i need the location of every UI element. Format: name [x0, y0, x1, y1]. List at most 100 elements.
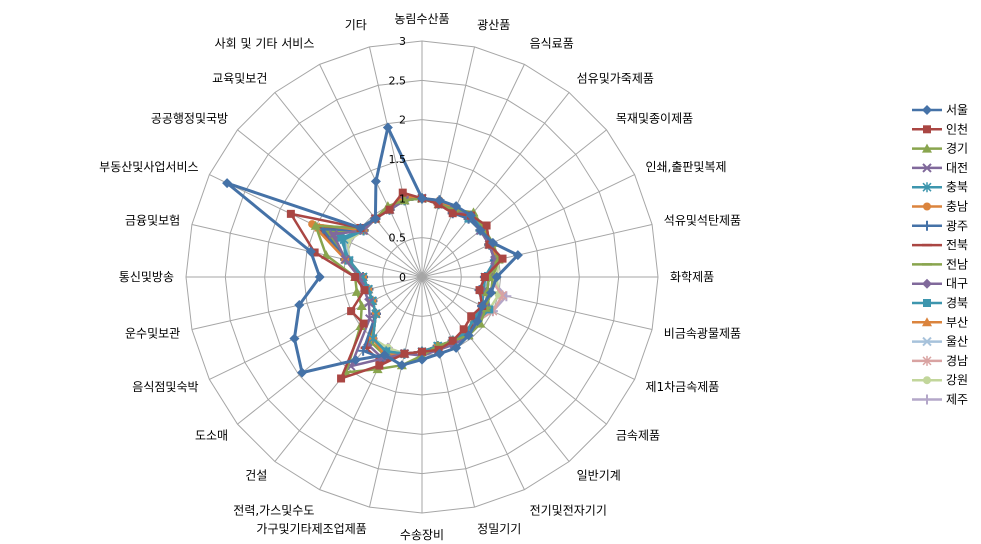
grid-spoke	[421, 276, 476, 508]
legend-item[interactable]: 대전	[912, 161, 968, 175]
legend-item[interactable]: 제주	[912, 393, 968, 407]
data-point	[922, 355, 932, 366]
grid-spoke	[421, 276, 525, 490]
data-point	[472, 316, 483, 327]
data-point	[922, 278, 932, 289]
data-point	[923, 299, 931, 307]
data-point	[370, 176, 381, 187]
data-point	[922, 163, 932, 173]
category-label: 정밀기기	[477, 522, 521, 536]
category-labels: 농림수산품 광산품음식료품섬유및가죽제품목재및종이제품인쇄,출판및복제석유및석탄제…	[99, 12, 741, 542]
data-point	[337, 374, 346, 383]
tick-label: 2.5	[389, 74, 407, 87]
category-label: 석유및석탄제품	[664, 213, 741, 227]
data-point	[399, 195, 410, 205]
category-label: 농림수산품	[394, 12, 449, 26]
legend-item[interactable]: 경남	[912, 354, 968, 368]
category-label: 전력,가스및수도	[233, 503, 314, 517]
data-point	[466, 210, 477, 221]
grid-spoke	[191, 276, 423, 331]
data-point	[491, 272, 502, 282]
data-point	[417, 354, 427, 365]
tick-label: 1.5	[389, 153, 407, 166]
data-point	[340, 254, 351, 265]
legend-label: 충남	[946, 200, 968, 214]
data-point	[351, 286, 362, 296]
tick-label: 0	[399, 271, 406, 284]
legend-label: 광주	[946, 219, 968, 233]
data-point	[375, 361, 384, 370]
category-label: 교육및보건	[212, 71, 267, 85]
data-point	[222, 178, 233, 189]
legend-item[interactable]: 울산	[912, 335, 968, 349]
legend-item[interactable]: 부산	[912, 315, 968, 329]
data-point	[498, 254, 507, 263]
data-point	[347, 307, 356, 316]
category-label: 일반기계	[577, 469, 621, 483]
grid-spoke	[237, 129, 423, 278]
category-label: 화학제품	[670, 270, 714, 284]
data-point	[451, 342, 462, 353]
legend-label: 서울	[946, 103, 968, 117]
legend-item[interactable]: 광주	[912, 219, 968, 233]
data-point	[289, 333, 300, 344]
data-point	[382, 122, 393, 133]
data-point	[359, 319, 368, 328]
category-label: 광산품	[477, 18, 510, 32]
data-point	[396, 360, 407, 371]
grid-spoke	[421, 276, 607, 425]
legend-item[interactable]: 서울	[912, 103, 968, 117]
grid-spoke	[319, 276, 423, 490]
legend-item[interactable]: 충남	[912, 200, 968, 214]
data-point	[379, 349, 390, 360]
legend-item[interactable]: 충북	[912, 180, 968, 194]
legend-item[interactable]: 인천	[912, 121, 968, 136]
grid-spoke	[274, 92, 423, 278]
category-label: 음식점및숙박	[132, 380, 198, 394]
grid-spoke	[421, 223, 653, 278]
data-point	[339, 234, 349, 245]
legend-label: 울산	[946, 335, 968, 349]
legend-item[interactable]: 대구	[912, 277, 968, 291]
data-point	[497, 290, 508, 301]
grid-spoke	[209, 276, 423, 380]
data-point	[310, 220, 321, 230]
grid-spoke	[319, 64, 423, 278]
legend-label: 부산	[946, 315, 968, 329]
legend-item[interactable]: 강원	[912, 373, 968, 387]
category-label: 기타	[345, 18, 367, 32]
data-point	[297, 367, 308, 378]
data-point	[923, 125, 931, 134]
category-label: 섬유및가죽제품	[577, 71, 654, 85]
grid-spoke	[421, 46, 476, 278]
data-point	[364, 297, 374, 308]
grid-spoke	[421, 64, 525, 278]
data-point	[448, 209, 457, 218]
data-point	[336, 233, 345, 242]
tick-label: 3	[399, 35, 406, 48]
tick-label: 0.5	[389, 232, 407, 245]
data-point	[463, 330, 474, 341]
grid-spoke	[421, 174, 635, 278]
category-label: 인쇄,출판및복제	[645, 160, 726, 174]
grid-spoke	[421, 276, 635, 380]
data-point	[417, 193, 427, 204]
data-point	[356, 301, 367, 311]
legend-label: 제주	[946, 393, 968, 407]
data-point	[434, 348, 445, 359]
category-label: 수송장비	[400, 528, 444, 542]
legend-item[interactable]: 경북	[912, 296, 968, 310]
data-point	[305, 246, 316, 257]
category-label: 건설	[245, 469, 267, 483]
data-point	[368, 333, 378, 344]
legend-label: 대전	[946, 161, 968, 175]
data-point	[370, 213, 381, 224]
legend-label: 충북	[946, 180, 968, 194]
legend-item[interactable]: 경기	[912, 142, 968, 156]
data-point	[922, 105, 932, 115]
legend-label: 전남	[946, 257, 968, 271]
legend-item[interactable]: 전남	[912, 257, 968, 271]
legend-item[interactable]: 전북	[912, 238, 968, 252]
